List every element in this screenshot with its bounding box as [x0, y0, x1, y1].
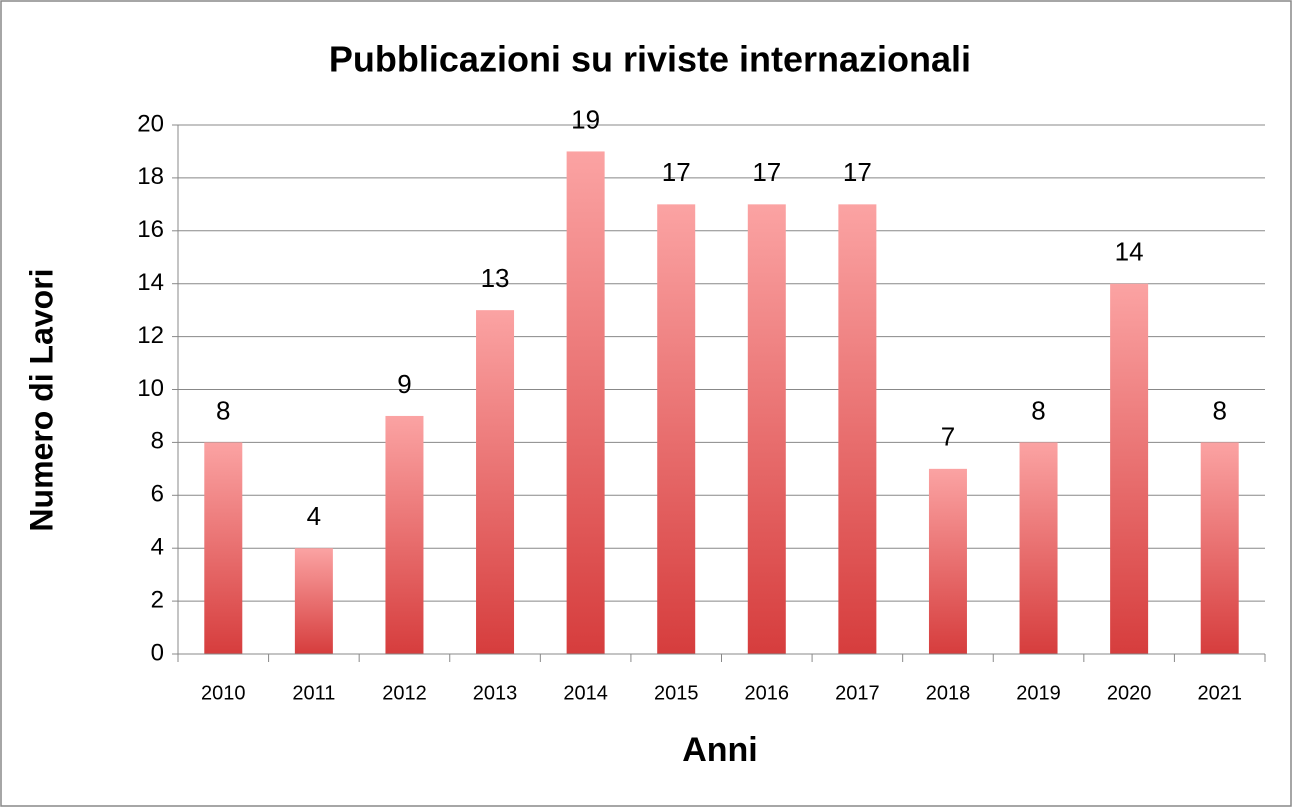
y-tick-label: 16 — [137, 216, 164, 243]
y-tick-label: 4 — [151, 534, 164, 561]
chart-title: Pubblicazioni su riviste internazionali — [329, 39, 971, 80]
bar — [1200, 442, 1239, 654]
bar — [838, 204, 877, 654]
y-tick-label: 18 — [137, 163, 164, 190]
y-tick-label: 8 — [151, 428, 164, 455]
data-label: 17 — [843, 157, 872, 187]
x-tick-label: 2017 — [835, 682, 880, 704]
x-tick-label: 2011 — [292, 682, 335, 704]
data-label: 13 — [481, 263, 510, 293]
y-tick-label: 0 — [151, 639, 164, 666]
y-axis-title: Numero di Lavori — [23, 268, 59, 531]
data-label: 8 — [1031, 395, 1045, 425]
data-label: 19 — [571, 104, 600, 134]
bar — [204, 442, 243, 654]
x-tick-label: 2019 — [1016, 682, 1061, 704]
y-tick-label: 20 — [137, 110, 164, 137]
data-label: 4 — [307, 501, 321, 531]
bar — [1110, 283, 1149, 654]
x-tick-label: 2018 — [926, 682, 971, 704]
bar — [1019, 442, 1058, 654]
x-tick-label: 2016 — [745, 682, 790, 704]
x-tick-label: 2013 — [473, 682, 518, 704]
x-tick-label: 2010 — [201, 682, 246, 704]
bar — [657, 204, 696, 654]
bar — [294, 548, 333, 654]
bar — [566, 151, 605, 654]
x-tick-label: 2012 — [382, 682, 427, 704]
x-tick-label: 2015 — [654, 682, 699, 704]
y-tick-label: 6 — [151, 481, 164, 508]
data-label: 8 — [1212, 395, 1226, 425]
data-label: 7 — [941, 422, 955, 452]
y-tick-label: 10 — [137, 375, 164, 402]
y-tick-label: 2 — [151, 586, 164, 613]
bar — [476, 310, 515, 654]
y-tick-label: 14 — [137, 269, 164, 296]
x-tick-label: 2021 — [1197, 682, 1242, 704]
x-tick-label: 2014 — [563, 682, 608, 704]
data-label: 9 — [397, 369, 411, 399]
data-label: 17 — [662, 157, 691, 187]
x-tick-label: 2020 — [1107, 682, 1152, 704]
data-label: 17 — [752, 157, 781, 187]
y-tick-label: 12 — [137, 322, 164, 349]
bar — [385, 415, 424, 654]
data-label: 14 — [1115, 237, 1144, 267]
bar — [747, 204, 786, 654]
bar — [928, 468, 967, 654]
x-axis-title: Anni — [682, 731, 758, 769]
data-label: 8 — [216, 395, 230, 425]
